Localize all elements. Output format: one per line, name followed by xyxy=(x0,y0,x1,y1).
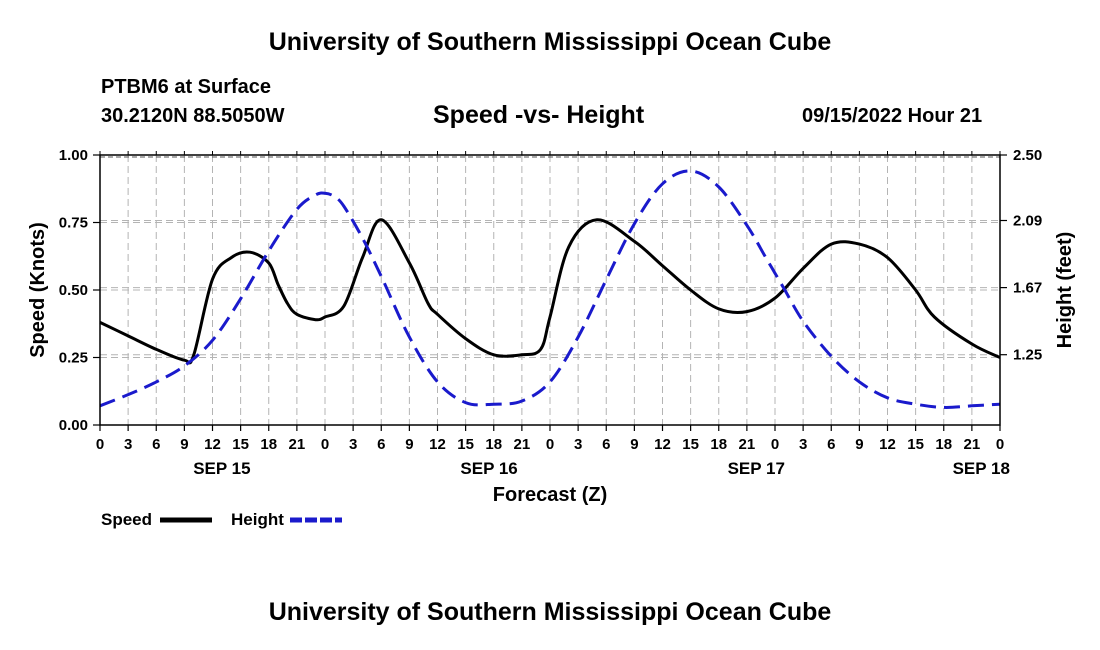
x-tick-label: 0 xyxy=(771,436,779,453)
x-tick-label: 15 xyxy=(232,436,249,453)
x-tick-label: 15 xyxy=(457,436,474,453)
y2-tick-label: 1.25 xyxy=(1013,347,1042,364)
chart-title: University of Southern Mississippi Ocean… xyxy=(268,28,832,56)
x-tick-label: 9 xyxy=(630,436,638,453)
legend-label-height: Height xyxy=(231,510,284,529)
y-tick-label: 0.75 xyxy=(59,215,88,232)
x-tick-label: 12 xyxy=(204,436,221,453)
x-tick-label: 6 xyxy=(152,436,160,453)
x-tick-label: 18 xyxy=(260,436,277,453)
legend: Speed Height xyxy=(101,510,342,529)
x-tick-label: 3 xyxy=(799,436,807,453)
x-tick-label: 15 xyxy=(907,436,924,453)
x-tick-label: 15 xyxy=(682,436,699,453)
x-tick-label: 21 xyxy=(289,436,306,453)
x-tick-label: 21 xyxy=(514,436,531,453)
station-coordinates: 30.2120N 88.5050W xyxy=(101,105,285,127)
y-axis-label: Speed (Knots) xyxy=(27,222,49,358)
x-tick-label: 6 xyxy=(602,436,610,453)
x-tick-label: 0 xyxy=(96,436,104,453)
x-tick-label: 12 xyxy=(879,436,896,453)
y-tick-label: 1.00 xyxy=(59,147,88,164)
y2-axis-label: Height (feet) xyxy=(1054,232,1076,349)
x-tick-label: 21 xyxy=(964,436,981,453)
x-tick-label: 0 xyxy=(996,436,1004,453)
x-tick-label: 6 xyxy=(827,436,835,453)
series-height-line xyxy=(99,169,1001,409)
x-tick-label: 18 xyxy=(485,436,502,453)
date-label: SEP 17 xyxy=(728,459,785,478)
date-label: SEP 15 xyxy=(193,459,250,478)
y2-tick-label: 1.67 xyxy=(1013,280,1042,297)
x-tick-label: 3 xyxy=(124,436,132,453)
series-speed-line xyxy=(99,218,1001,365)
x-tick-label: 0 xyxy=(546,436,554,453)
date-label: SEP 16 xyxy=(460,459,517,478)
chart-subtitle: Speed -vs- Height xyxy=(433,101,645,129)
x-tick-label: 3 xyxy=(574,436,582,453)
forecast-datetime: 09/15/2022 Hour 21 xyxy=(802,105,983,127)
x-tick-label: 6 xyxy=(377,436,385,453)
x-tick-label: 12 xyxy=(429,436,446,453)
x-axis-label: Forecast (Z) xyxy=(493,484,607,506)
y2-tick-label: 2.50 xyxy=(1013,147,1042,164)
axis-ticks: 0 3 6 9 12 15 18 21 0 3 6 9 12 15 18 21 0 3 6 9 12 15 18 21 0 3 6 9… xyxy=(59,147,1042,478)
series-lines xyxy=(99,169,1001,409)
legend-label-speed: Speed xyxy=(101,510,152,529)
x-tick-label: 9 xyxy=(855,436,863,453)
date-label: SEP 18 xyxy=(953,459,1010,478)
x-tick-label: 9 xyxy=(405,436,413,453)
footer-title: University of Southern Mississippi Ocean… xyxy=(268,598,832,626)
y-tick-label: 0.50 xyxy=(59,282,88,299)
x-tick-label: 12 xyxy=(654,436,671,453)
y2-tick-label: 2.09 xyxy=(1013,213,1042,230)
y-tick-label: 0.00 xyxy=(59,417,88,434)
x-tick-label: 0 xyxy=(321,436,329,453)
x-tick-label: 21 xyxy=(739,436,756,453)
x-tick-label: 18 xyxy=(935,436,952,453)
x-tick-label: 3 xyxy=(349,436,357,453)
station-label: PTBM6 at Surface xyxy=(101,76,272,98)
x-tick-label: 18 xyxy=(710,436,727,453)
x-tick-label: 9 xyxy=(180,436,188,453)
y-tick-label: 0.25 xyxy=(59,350,88,367)
